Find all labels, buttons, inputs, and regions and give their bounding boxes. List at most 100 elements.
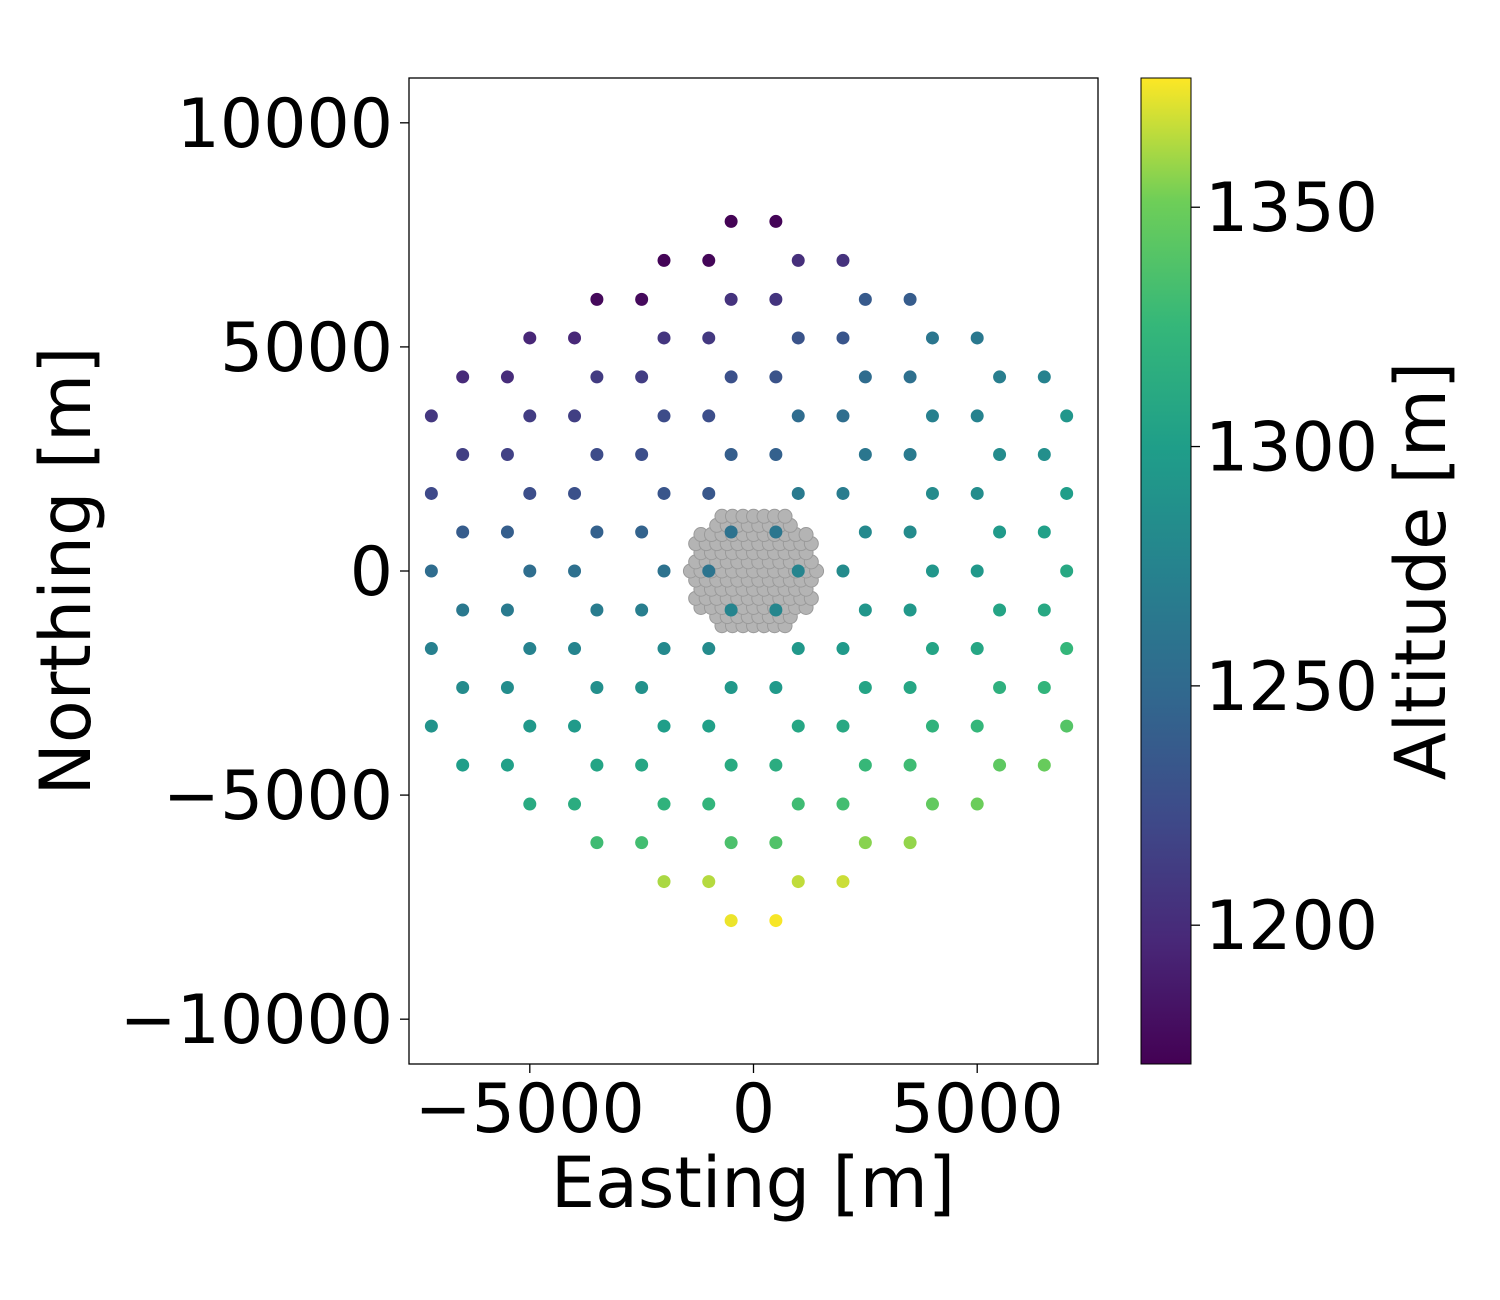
station-point [456, 681, 470, 695]
station-point [791, 253, 805, 267]
station-point [903, 681, 917, 695]
station-point [993, 758, 1007, 772]
station-point [523, 409, 537, 423]
station-point [791, 486, 805, 500]
station-point [791, 409, 805, 423]
station-point [970, 719, 984, 733]
station-point [702, 409, 716, 423]
station-point [858, 836, 872, 850]
station-point [456, 758, 470, 772]
station-point [702, 253, 716, 267]
station-point [702, 719, 716, 733]
station-point [724, 681, 738, 695]
station-point [769, 447, 783, 461]
station-point [590, 681, 604, 695]
colorbar-gradient [1140, 77, 1192, 1065]
station-point [993, 681, 1007, 695]
station-point [523, 486, 537, 500]
station-point [858, 447, 872, 461]
station-point [724, 370, 738, 384]
station-point [993, 525, 1007, 539]
colorbar-ticks: 1200 1250 1300 1350 [1191, 169, 1378, 966]
station-point [925, 486, 939, 500]
station-point [970, 409, 984, 423]
station-point [791, 719, 805, 733]
x-axis-label: Easting [m] [551, 1142, 955, 1224]
station-point [858, 370, 872, 384]
colorbar-label: Altitude [m] [1380, 362, 1462, 781]
station-point [590, 447, 604, 461]
station-point [858, 681, 872, 695]
x-tick-label: −5000 [415, 1070, 645, 1149]
station-point [500, 447, 514, 461]
station-point [858, 525, 872, 539]
station-point [635, 681, 649, 695]
station-point [635, 603, 649, 617]
station-point [568, 797, 582, 811]
station-point [657, 486, 671, 500]
station-point [635, 447, 649, 461]
station-point [791, 564, 805, 578]
station-point [858, 603, 872, 617]
station-point [903, 603, 917, 617]
station-point [590, 525, 604, 539]
station-point [836, 564, 850, 578]
y-axis: −10000 −5000 0 5000 10000 [120, 85, 409, 1060]
station-point [1037, 525, 1051, 539]
station-point [657, 409, 671, 423]
station-point [657, 797, 671, 811]
station-point [970, 564, 984, 578]
station-point [724, 836, 738, 850]
station-point [500, 525, 514, 539]
station-point [724, 758, 738, 772]
station-point [424, 486, 438, 500]
station-point [657, 253, 671, 267]
station-point [568, 719, 582, 733]
station-point [657, 719, 671, 733]
station-point [523, 797, 537, 811]
y-tick-label: 10000 [177, 85, 393, 164]
station-point [836, 331, 850, 345]
y-tick-label: −5000 [163, 757, 393, 836]
station-point [1037, 681, 1051, 695]
y-tick-label: −10000 [120, 981, 393, 1060]
station-point [702, 486, 716, 500]
station-point [635, 836, 649, 850]
station-point [523, 642, 537, 656]
station-point [769, 370, 783, 384]
scatter-points [424, 214, 1074, 928]
station-point [970, 486, 984, 500]
core-cluster [682, 508, 825, 634]
station-point [903, 370, 917, 384]
station-point [903, 525, 917, 539]
station-point [724, 603, 738, 617]
station-point [1060, 642, 1074, 656]
station-point [769, 525, 783, 539]
station-point [657, 564, 671, 578]
station-point [523, 564, 537, 578]
station-point [702, 875, 716, 889]
station-point [993, 603, 1007, 617]
core-station-marker [777, 508, 793, 524]
station-point [568, 642, 582, 656]
station-point [791, 331, 805, 345]
station-point [590, 603, 604, 617]
station-point [635, 292, 649, 306]
colorbar: 1200 1250 1300 1350 Altitude [m] [1140, 77, 1462, 1065]
station-point [500, 603, 514, 617]
station-point [1037, 758, 1051, 772]
station-point [424, 719, 438, 733]
station-point [724, 214, 738, 228]
station-point [500, 370, 514, 384]
station-point [993, 370, 1007, 384]
station-point [903, 758, 917, 772]
station-point [702, 331, 716, 345]
station-point [925, 564, 939, 578]
station-point [791, 797, 805, 811]
station-point [769, 836, 783, 850]
station-point [925, 797, 939, 811]
station-point [568, 331, 582, 345]
y-tick-label: 5000 [220, 309, 393, 388]
station-point [1060, 409, 1074, 423]
